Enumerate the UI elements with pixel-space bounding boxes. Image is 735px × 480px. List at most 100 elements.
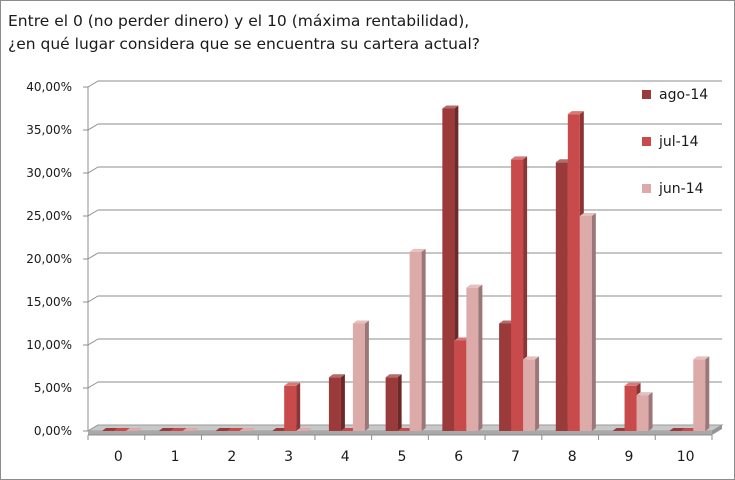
x-tick-label: 9 bbox=[624, 449, 633, 465]
legend-label: jun-14 bbox=[658, 181, 704, 197]
bar bbox=[227, 428, 244, 431]
bar bbox=[284, 382, 301, 431]
bar bbox=[466, 284, 483, 431]
bar-zero-top bbox=[182, 428, 199, 431]
bar bbox=[523, 356, 540, 431]
bar-top bbox=[636, 392, 653, 396]
bar-side bbox=[340, 374, 345, 431]
bar-side bbox=[648, 392, 653, 431]
bar-top bbox=[328, 374, 345, 378]
bar bbox=[182, 428, 199, 431]
bar-top bbox=[385, 374, 402, 378]
bar-front bbox=[624, 385, 637, 431]
x-tick-label: 4 bbox=[341, 449, 350, 465]
bar-front bbox=[385, 377, 398, 431]
x-tick-label: 2 bbox=[227, 449, 236, 465]
bar-front bbox=[352, 323, 365, 431]
bar bbox=[114, 428, 130, 431]
gridline-side bbox=[87, 338, 99, 346]
bar-zero-top bbox=[296, 428, 313, 431]
y-axis: 0,00% 5,00% 10,00% 15,00% 20,00% 25,00% 30,00%… bbox=[26, 80, 88, 438]
bar-front bbox=[409, 251, 422, 431]
gridline-side bbox=[87, 381, 99, 389]
bar-side bbox=[478, 284, 483, 431]
legend-swatch bbox=[642, 90, 651, 99]
bar-zero-top bbox=[126, 428, 142, 431]
y-tick-label: 25,00% bbox=[26, 209, 72, 223]
gridline-side bbox=[87, 123, 99, 131]
bar bbox=[296, 428, 313, 431]
bar-front bbox=[511, 159, 524, 432]
bar-top bbox=[523, 356, 540, 360]
bar bbox=[215, 428, 232, 431]
y-tick-label: 0,00% bbox=[34, 424, 72, 438]
bar bbox=[669, 428, 686, 431]
bar-zero-top bbox=[239, 428, 256, 431]
bar-front bbox=[466, 287, 479, 431]
bar-zero-top bbox=[114, 428, 130, 431]
bar bbox=[385, 374, 402, 431]
bar-front bbox=[693, 359, 706, 431]
bar-front bbox=[454, 340, 467, 431]
chart-title-line-1: Entre el 0 (no perder dinero) y el 10 (m… bbox=[8, 12, 470, 30]
gridline-side bbox=[87, 252, 99, 260]
bar-top bbox=[567, 111, 584, 115]
x-tick-label: 5 bbox=[398, 449, 407, 465]
bar-side bbox=[364, 320, 369, 431]
bar-front bbox=[567, 114, 580, 432]
bar-zero-top bbox=[215, 428, 232, 431]
bar-side bbox=[296, 382, 301, 431]
gridline-side bbox=[87, 209, 99, 217]
x-tick-label: 3 bbox=[284, 449, 293, 465]
floor-side bbox=[712, 425, 722, 435]
bars bbox=[102, 105, 710, 432]
bar-front bbox=[555, 162, 568, 431]
bar-side bbox=[421, 248, 426, 431]
bar-top bbox=[409, 248, 426, 252]
x-tick-label: 8 bbox=[568, 449, 577, 465]
bar bbox=[239, 428, 256, 431]
bar-zero-top bbox=[227, 428, 244, 431]
chart-title-line-2: ¿en qué lugar considera que se encuentra… bbox=[8, 35, 480, 53]
bar-top bbox=[499, 320, 516, 324]
legend-swatch bbox=[642, 184, 651, 193]
x-tick-label: 1 bbox=[171, 449, 180, 465]
bar bbox=[693, 356, 710, 431]
bar bbox=[409, 248, 426, 431]
bar-top bbox=[511, 156, 528, 160]
y-tick-label: 10,00% bbox=[26, 338, 72, 352]
bar-front bbox=[442, 108, 455, 431]
legend-label: jul-14 bbox=[658, 134, 699, 150]
legend: ago-14 jul-14 jun-14 bbox=[642, 87, 708, 197]
x-tick-label: 6 bbox=[454, 449, 463, 465]
x-tick-label: 10 bbox=[677, 449, 695, 465]
bar bbox=[158, 428, 175, 431]
bar-top bbox=[284, 382, 301, 386]
bar-top bbox=[693, 356, 710, 360]
legend-swatch bbox=[642, 137, 651, 146]
bar-zero-top bbox=[170, 428, 187, 431]
bar-front bbox=[499, 323, 512, 431]
bar-side bbox=[591, 213, 596, 431]
bar-front bbox=[328, 377, 341, 431]
bar bbox=[328, 374, 345, 431]
bar-side bbox=[397, 374, 402, 431]
bar-top bbox=[466, 284, 483, 288]
x-tick-label: 7 bbox=[511, 449, 520, 465]
y-tick-label: 15,00% bbox=[26, 295, 72, 309]
bar bbox=[579, 213, 596, 431]
y-tick-label: 35,00% bbox=[26, 123, 72, 137]
bar-top bbox=[442, 105, 459, 109]
legend-entry: ago-14 bbox=[642, 87, 708, 103]
bar-side bbox=[535, 356, 540, 431]
gridline-side bbox=[87, 80, 99, 88]
bar-zero-top bbox=[669, 428, 686, 431]
gridlines bbox=[87, 80, 722, 432]
floor-front bbox=[88, 431, 712, 435]
bar-zero-top bbox=[102, 428, 118, 431]
legend-label: ago-14 bbox=[659, 87, 708, 103]
gridline-side bbox=[87, 295, 99, 303]
y-tick-label: 30,00% bbox=[26, 166, 72, 180]
legend-entry: jul-14 bbox=[642, 134, 699, 150]
